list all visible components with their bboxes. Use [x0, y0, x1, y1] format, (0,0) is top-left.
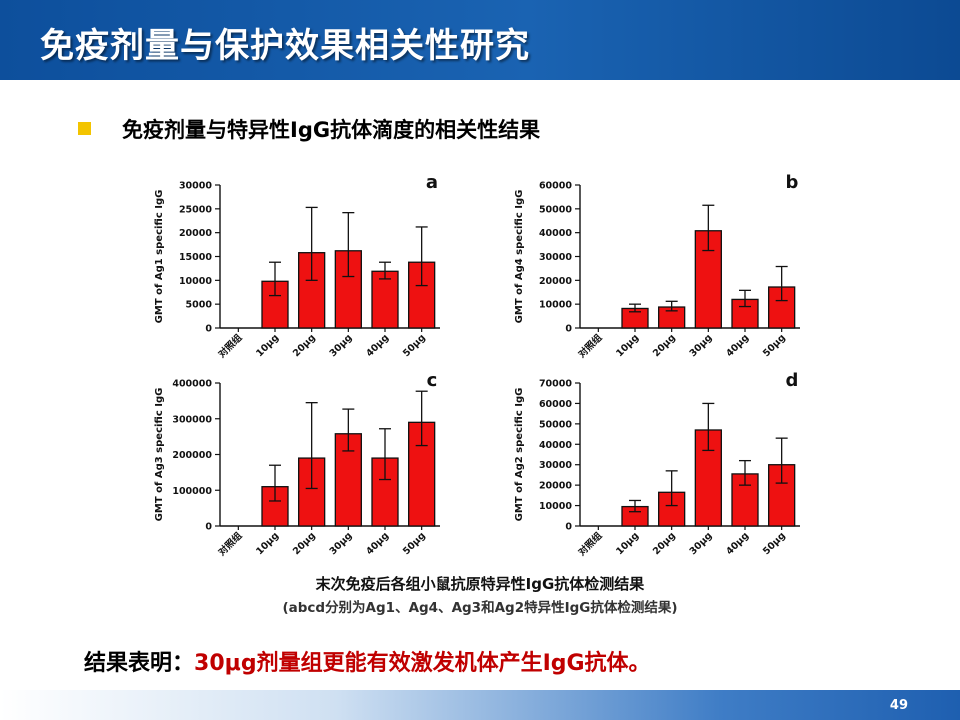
y-tick-label: 10000: [539, 300, 572, 311]
y-tick-label: 40000: [539, 440, 572, 451]
x-tick-label: 10μg: [614, 530, 641, 557]
y-tick-label: 70000: [539, 379, 572, 390]
conclusion-label: 结果表明：: [84, 651, 195, 676]
y-tick-label: 50000: [539, 419, 572, 430]
y-tick-label: 10000: [179, 276, 212, 287]
footer-bar: 49: [0, 690, 960, 720]
chart-panel-d: 0 10000 20000 30000 40000 50000 60000 70000 GMT …: [514, 370, 800, 558]
y-tick-label: 20000: [179, 228, 212, 239]
y-tick-label: 5000: [186, 300, 213, 311]
x-tick-label: 50μg: [401, 332, 428, 359]
y-tick-label: 10000: [539, 501, 572, 512]
y-tick-label: 200000: [172, 450, 212, 461]
x-tick-label: 40μg: [724, 332, 751, 359]
panel-letter: c: [427, 370, 438, 391]
x-tick-label: 30μg: [328, 530, 355, 557]
bar: [768, 286, 796, 329]
x-tick-label: 对照组: [216, 529, 245, 558]
figure-caption: 末次免疫后各组小鼠抗原特异性IgG抗体检测结果: [315, 575, 645, 593]
y-tick-label: 20000: [539, 481, 572, 492]
y-tick-label: 15000: [179, 252, 212, 263]
y-tick-label: 30000: [539, 460, 572, 471]
bar: [371, 270, 399, 329]
y-tick-label: 300000: [172, 414, 212, 425]
x-tick-label: 50μg: [401, 530, 428, 557]
x-tick-label: 10μg: [254, 332, 281, 359]
x-tick-label: 40μg: [364, 332, 391, 359]
x-tick-label: 对照组: [576, 331, 605, 360]
y-tick-label: 30000: [539, 252, 572, 263]
x-tick-label: 40μg: [724, 530, 751, 557]
chart-panel-b: 0 10000 20000 30000 40000 50000 60000 GMT of Ag…: [514, 172, 800, 360]
x-tick-label: 30μg: [328, 332, 355, 359]
x-tick-label: 30μg: [688, 332, 715, 359]
x-tick-label: 10μg: [254, 530, 281, 557]
panel-letter: d: [786, 370, 799, 391]
conclusion: 结果表明：30μg剂量组更能有效激发机体产生IgG抗体。: [84, 645, 651, 677]
y-axis-label: GMT of Ag4 specific IgG: [514, 190, 525, 324]
y-tick-label: 40000: [539, 228, 572, 239]
figure-subcaption: (abcd分别为Ag1、Ag4、Ag3和Ag2特异性IgG抗体检测结果): [282, 600, 678, 616]
y-tick-label: 50000: [539, 204, 572, 215]
slide-title: 免疫剂量与保护效果相关性研究: [40, 26, 530, 66]
y-tick-label: 0: [565, 324, 572, 335]
x-tick-label: 20μg: [291, 332, 318, 359]
panel-letter: b: [786, 172, 799, 193]
bullet-text: 免疫剂量与特异性IgG抗体滴度的相关性结果: [122, 118, 541, 142]
y-tick-label: 60000: [539, 181, 572, 192]
chart-panel-c: 0 100000 200000 300000 400000 GMT of Ag3 spec…: [154, 370, 440, 558]
x-tick-label: 40μg: [364, 530, 391, 557]
x-tick-label: 20μg: [291, 530, 318, 557]
y-tick-label: 0: [205, 324, 212, 335]
x-tick-label: 对照组: [216, 331, 245, 360]
y-axis-label: GMT of Ag2 specific IgG: [514, 388, 525, 522]
chart-panel-a: 0 5000 10000 15000 20000 25000 30000 GMT of Ag1…: [154, 172, 440, 360]
square-bullet-icon: [78, 122, 91, 135]
x-tick-label: 20μg: [651, 530, 678, 557]
x-tick-label: 30μg: [688, 530, 715, 557]
y-tick-label: 30000: [179, 181, 212, 192]
conclusion-text: 30μg剂量组更能有效激发机体产生IgG抗体。: [194, 651, 651, 676]
x-tick-label: 50μg: [761, 530, 788, 557]
x-tick-label: 10μg: [614, 332, 641, 359]
x-tick-label: 50μg: [761, 332, 788, 359]
y-tick-label: 100000: [172, 486, 212, 497]
page-number: 49: [889, 698, 908, 713]
y-tick-label: 25000: [179, 204, 212, 215]
y-axis-label: GMT of Ag3 specific IgG: [154, 388, 165, 522]
x-tick-label: 对照组: [576, 529, 605, 558]
panel-letter: a: [426, 172, 438, 193]
y-tick-label: 0: [565, 522, 572, 533]
title-bar: 免疫剂量与保护效果相关性研究: [0, 0, 960, 80]
y-tick-label: 0: [205, 522, 212, 533]
y-tick-label: 400000: [172, 379, 212, 390]
y-tick-label: 20000: [539, 276, 572, 287]
y-axis-label: GMT of Ag1 specific IgG: [154, 190, 165, 324]
x-tick-label: 20μg: [651, 332, 678, 359]
y-tick-label: 60000: [539, 399, 572, 410]
